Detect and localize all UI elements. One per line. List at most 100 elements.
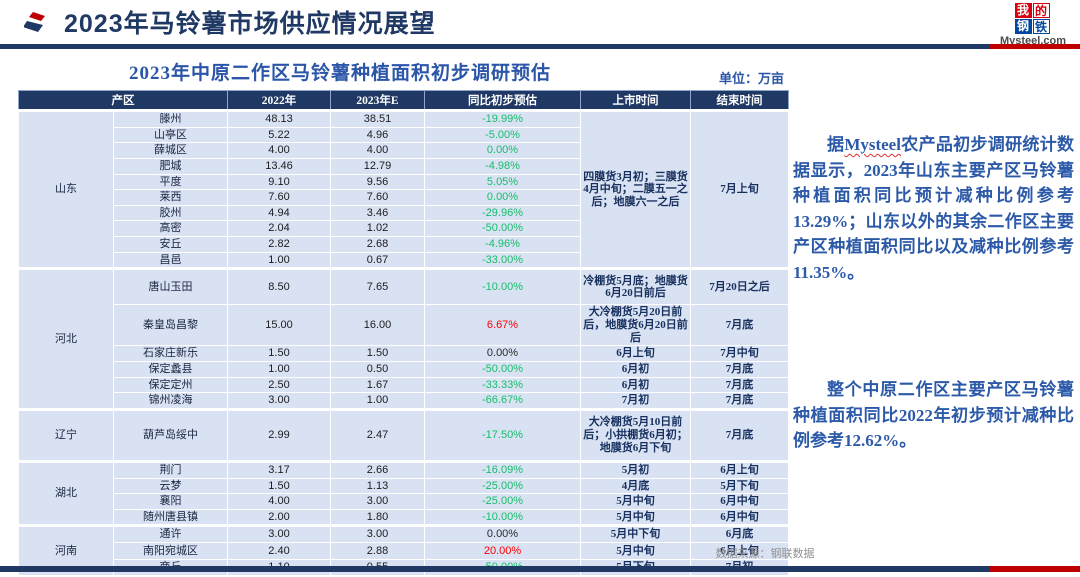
cell-yoy-value: -10.00% (424, 267, 581, 306)
cell-2023-value: 3.46 (330, 204, 425, 222)
cell-end-time: 7月底 (690, 407, 789, 462)
cell-market-time: 5月中旬 (580, 542, 691, 561)
cell-yoy-value: -50.00% (424, 360, 581, 378)
cell-yoy-value: -50.00% (424, 220, 581, 238)
cell-2022-value: 3.00 (227, 392, 331, 410)
cell-city: 通许 (113, 524, 228, 544)
analysis-panel: 据Mysteel农产品初步调研统计数据显示，2023年山东主要产区马铃薯种植面积… (793, 132, 1074, 454)
cell-province: 湖北 (18, 459, 114, 527)
cell-city: 保定蠡县 (113, 360, 228, 378)
table-row: 秦皇岛昌黎 15.00 16.00 6.67% 大冷棚货5月20日前后，地膜货6月20日… (19, 304, 789, 347)
cell-city: 唐山玉田 (113, 267, 228, 306)
cell-city: 襄阳 (113, 493, 228, 510)
cell-end-time: 6月中旬 (690, 493, 789, 510)
table-row: 石家庄新乐 1.50 1.50 0.00% 6月上旬 7月中旬 (19, 345, 789, 362)
cell-2023-value: 2.68 (330, 236, 425, 253)
cell-city: 肥城 (113, 157, 228, 175)
p1-prefix: 据 (827, 135, 845, 154)
cell-market-time: 5月初 (580, 459, 691, 479)
cell-market-time: 7月初 (580, 392, 691, 410)
table-row: 保定定州 2.50 1.67 -33.33% 6月初 7月底 (19, 376, 789, 394)
cell-yoy-value: 5.05% (424, 173, 581, 191)
cell-2023-value: 4.96 (330, 126, 425, 144)
cell-yoy-value: 0.00% (424, 345, 581, 362)
cell-market-time: 6月上旬 (580, 345, 691, 362)
cell-2022-value: 2.99 (227, 407, 331, 462)
cell-city: 平度 (113, 173, 228, 191)
footer-divider-red (990, 566, 1080, 572)
cell-2022-value: 5.22 (227, 126, 331, 144)
cell-market-time: 5月中旬 (580, 493, 691, 510)
page-title: 2023年马铃薯市场供应情况展望 (64, 10, 436, 38)
cell-2022-value: 48.13 (227, 109, 331, 128)
cell-yoy-value: -17.50% (424, 407, 581, 462)
column-header: 同比初步预估 (424, 90, 581, 111)
cell-city: 锦州凌海 (113, 392, 228, 410)
cell-2022-value: 2.04 (227, 220, 331, 238)
cell-2022-value: 2.00 (227, 508, 331, 527)
table-row: 南阳宛城区 2.40 2.88 20.00% 5月中旬 6月上旬 (19, 542, 789, 561)
cell-2022-value: 4.00 (227, 142, 331, 159)
cell-province: 辽宁 (18, 407, 114, 462)
cell-yoy-value: -10.00% (424, 508, 581, 527)
column-header: 2023年E (330, 90, 425, 111)
table-row: 保定蠡县 1.00 0.50 -50.00% 6月初 7月底 (19, 360, 789, 378)
cell-yoy-value: -4.98% (424, 157, 581, 175)
cell-city: 滕州 (113, 109, 228, 128)
cell-city: 莱西 (113, 189, 228, 206)
cell-yoy-value: -33.33% (424, 376, 581, 394)
cell-market-time: 6月初 (580, 376, 691, 394)
lightning-logo-icon (24, 12, 45, 32)
analysis-paragraph-1: 据Mysteel农产品初步调研统计数据显示，2023年山东主要产区马铃薯种植面积… (793, 132, 1074, 285)
planting-area-table: 产区 2022年 2023年E 同比初步预估 上市时间 结束时间 山东 滕州 48.13 38.5… (18, 90, 789, 577)
cell-end-time: 6月上旬 (690, 459, 789, 479)
cell-yoy-value: -4.96% (424, 236, 581, 253)
cell-yoy-value: -16.09% (424, 459, 581, 479)
table-row: 高密 2.04 1.02 -50.00% (19, 220, 789, 238)
cell-2022-value: 3.17 (227, 459, 331, 479)
table-row: 肥城 13.46 12.79 -4.98% (19, 157, 789, 175)
cell-yoy-value: 0.00% (424, 189, 581, 206)
cell-market-time: 6月初 (580, 360, 691, 378)
cell-end-time: 6月中旬 (690, 508, 789, 527)
cell-city: 胶州 (113, 204, 228, 222)
cell-2023-value: 3.00 (330, 524, 425, 544)
logo-char-de: 的 (1032, 3, 1050, 18)
cell-2022-value: 7.60 (227, 189, 331, 206)
cell-city: 山亭区 (113, 126, 228, 144)
cell-2023-value: 7.65 (330, 267, 425, 306)
cell-city: 高密 (113, 220, 228, 238)
cell-market-time: 大冷棚货5月20日前后，地膜货6月20日前后 (580, 304, 691, 347)
table-row: 锦州凌海 3.00 1.00 -66.67% 7月初 7月底 (19, 392, 789, 410)
cell-city: 云梦 (113, 477, 228, 495)
cell-2023-value: 38.51 (330, 109, 425, 128)
page-header: 2023年马铃薯市场供应情况展望 (0, 0, 1080, 44)
cell-yoy-value: -19.99% (424, 109, 581, 128)
cell-city: 荆门 (113, 459, 228, 479)
cell-2023-value: 1.00 (330, 392, 425, 410)
logo-char-wo: 我 (1014, 3, 1032, 18)
table-row: 平度 9.10 9.56 5.05% (19, 173, 789, 191)
cell-yoy-value: -25.00% (424, 477, 581, 495)
cell-market-time: 冷棚货5月底；地膜货6月20日前后 (580, 267, 691, 306)
cell-2023-value: 1.02 (330, 220, 425, 238)
column-header: 结束时间 (690, 90, 789, 111)
cell-2023-value: 1.67 (330, 376, 425, 394)
cell-province: 河北 (18, 267, 114, 410)
cell-end-time: 7月底 (690, 360, 789, 378)
cell-2023-value: 0.67 (330, 251, 425, 270)
cell-2022-value: 9.10 (227, 173, 331, 191)
cell-yoy-value: -66.67% (424, 392, 581, 410)
table-title: 2023年中原二作区马铃薯种植面积初步调研预估 (128, 63, 551, 84)
cell-market-time: 5月中下旬 (580, 524, 691, 544)
mysteel-logo-grid: 我 的 钢 铁 (1000, 3, 1064, 34)
logo-char-tie: 铁 (1032, 19, 1050, 34)
logo-char-gang: 钢 (1014, 19, 1032, 34)
footer-divider (0, 566, 1080, 572)
cell-2023-value: 16.00 (330, 304, 425, 347)
cell-city: 葫芦岛绥中 (113, 407, 228, 462)
cell-2022-value: 2.82 (227, 236, 331, 253)
cell-city: 安丘 (113, 236, 228, 253)
cell-end-time: 7月上旬 (690, 108, 789, 270)
cell-yoy-value: -33.00% (424, 251, 581, 270)
